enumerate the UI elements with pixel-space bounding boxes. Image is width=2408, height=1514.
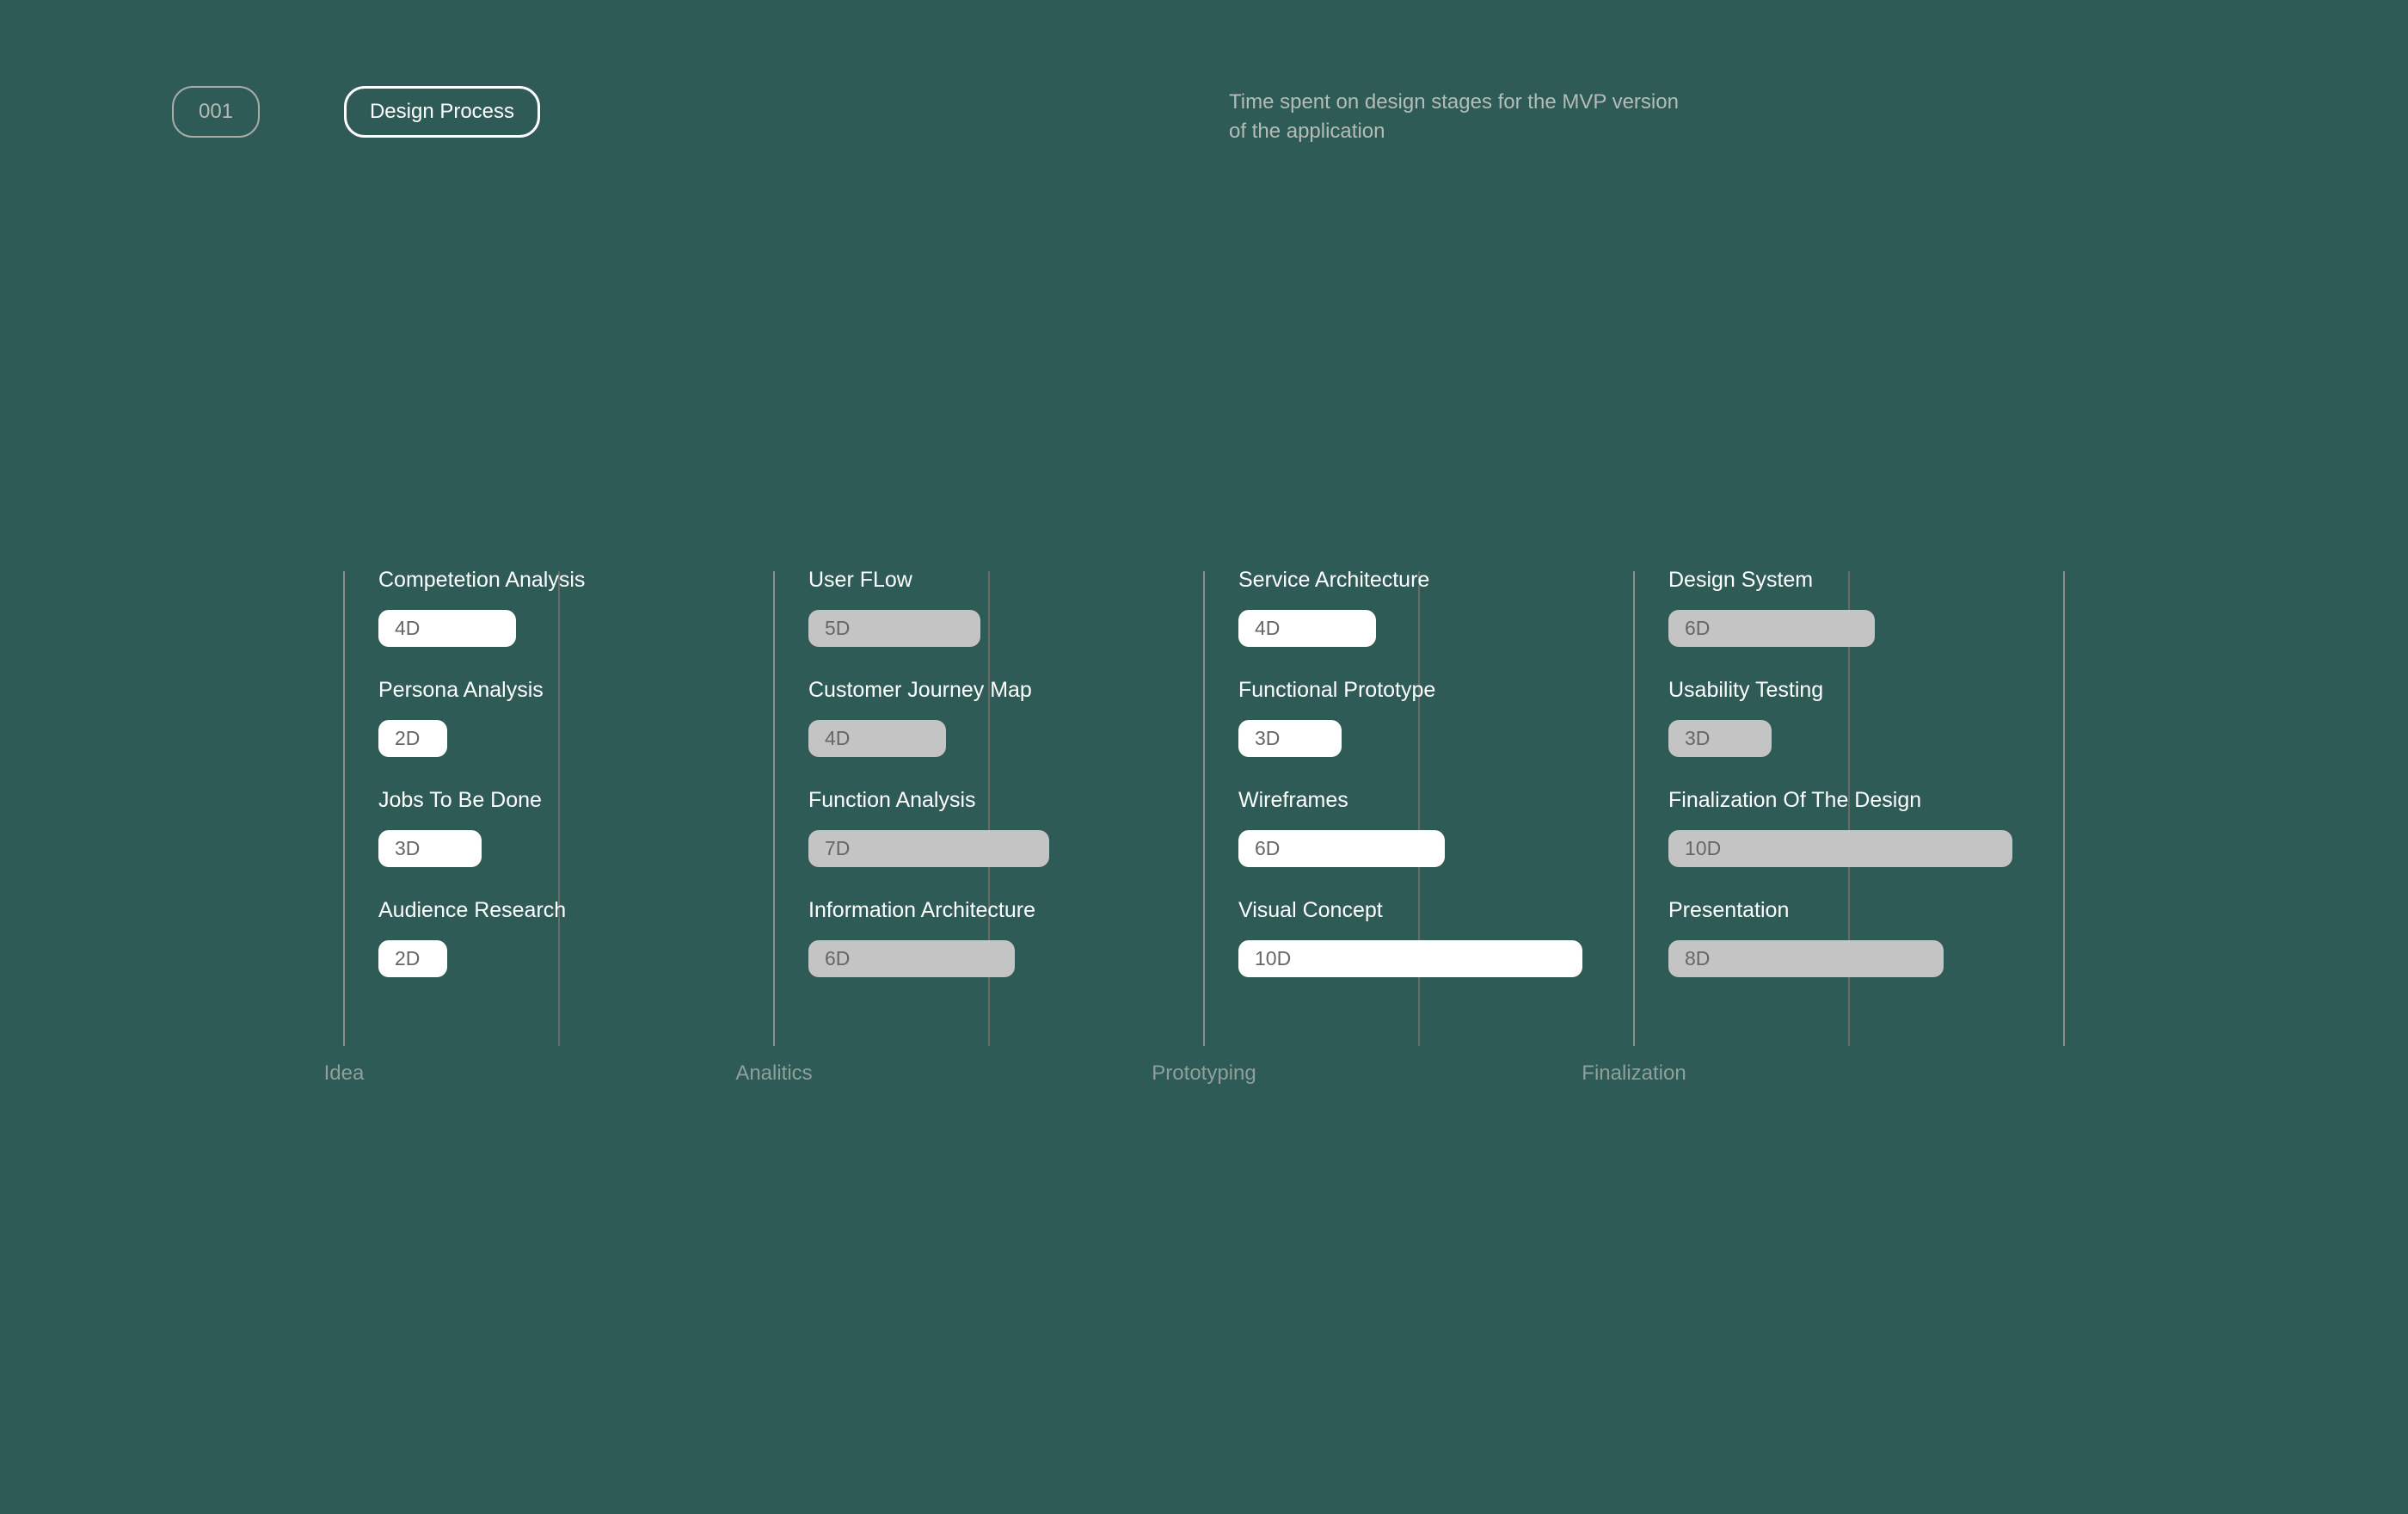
mid-divider: [1418, 571, 1420, 1046]
mid-divider: [988, 571, 990, 1046]
task-label: Usability Testing: [1668, 678, 1824, 702]
task-label: Jobs To Be Done: [378, 788, 542, 812]
task-label: Wireframes: [1238, 788, 1348, 812]
duration-bar: 6D: [1668, 610, 1875, 647]
task-label: Service Architecture: [1238, 568, 1430, 592]
stage-divider: [773, 571, 775, 1046]
task-label: Function Analysis: [808, 788, 976, 812]
stage-label: Idea: [323, 1062, 365, 1085]
stage-label: Finalization: [1582, 1062, 1686, 1085]
stage-label: Prototyping: [1152, 1062, 1256, 1085]
mid-divider: [1848, 571, 1850, 1046]
subtitle: Time spent on design stages for the MVP …: [1229, 88, 1711, 146]
task-label: Presentation: [1668, 898, 1790, 922]
stage-divider: [1203, 571, 1205, 1046]
number-badge: 001: [172, 86, 260, 138]
task-label: Customer Journey Map: [808, 678, 1032, 702]
stage-divider: [1633, 571, 1635, 1046]
task-label: Information Architecture: [808, 898, 1036, 922]
subtitle-line: of the application: [1229, 120, 1385, 143]
task-label: Visual Concept: [1238, 898, 1383, 922]
duration-bar: 5D: [808, 610, 980, 647]
duration-bar: 6D: [1238, 830, 1445, 867]
task-label: Persona Analysis: [378, 678, 544, 702]
duration-bar: 3D: [1668, 720, 1772, 757]
duration-bar: 10D: [1238, 940, 1582, 977]
task-label: Design System: [1668, 568, 1814, 592]
duration-bar: 4D: [378, 610, 516, 647]
task-label: Competetion Analysis: [378, 568, 586, 592]
duration-bar: 4D: [808, 720, 946, 757]
title-pill: Design Process: [344, 86, 540, 138]
duration-bar: 2D: [378, 940, 447, 977]
duration-bar: 2D: [378, 720, 447, 757]
stage-divider: [2063, 571, 2065, 1046]
subtitle-line: Time spent on design stages for the MVP …: [1229, 90, 1679, 114]
number-text: 001: [198, 100, 234, 123]
task-label: Finalization Of The Design: [1668, 788, 1922, 812]
duration-bar: 7D: [808, 830, 1049, 867]
duration-bar: 6D: [808, 940, 1015, 977]
stage-label: Analitics: [735, 1062, 813, 1085]
task-label: Functional Prototype: [1238, 678, 1436, 702]
duration-bar: 3D: [378, 830, 482, 867]
duration-bar: 8D: [1668, 940, 1944, 977]
duration-bar: 3D: [1238, 720, 1342, 757]
task-label: User FLow: [808, 568, 912, 592]
task-label: Audience Research: [378, 898, 567, 922]
duration-bar: 10D: [1668, 830, 2012, 867]
page-title: Design Process: [369, 100, 515, 123]
duration-bar: 4D: [1238, 610, 1376, 647]
stage-divider: [343, 571, 345, 1046]
mid-divider: [558, 571, 560, 1046]
